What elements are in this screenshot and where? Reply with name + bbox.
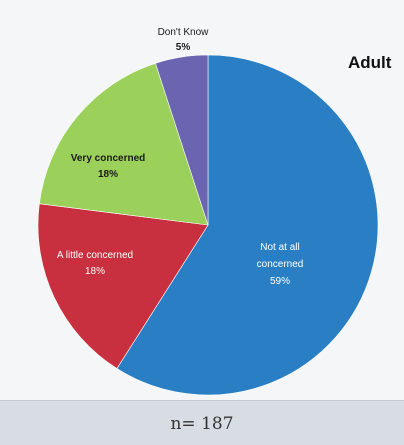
- slice-not-at-all-concerned: [116, 54, 379, 396]
- pie-chart: Not at all concerned 59% A little concer…: [37, 27, 392, 396]
- label-very-value: 18%: [98, 169, 118, 180]
- slice-dont-know: [155, 54, 209, 226]
- label-not-at-all-line1: Not at all: [260, 242, 299, 253]
- label-not-at-all-line2: concerned: [257, 259, 304, 270]
- sample-size-note: n= 187: [170, 414, 234, 434]
- label-a-little-value: 18%: [85, 266, 105, 277]
- slice-very-concerned: [39, 62, 209, 226]
- label-a-little-name: A little concerned: [57, 250, 133, 261]
- slice-a-little-concerned: [37, 203, 209, 369]
- label-dont-know-value: 5%: [176, 42, 191, 53]
- chart-panel: Not at all concerned 59% A little concer…: [0, 0, 404, 401]
- label-dont-know-name: Don't Know: [158, 27, 210, 38]
- label-very-name: Very concerned: [71, 153, 145, 164]
- label-not-at-all-value: 59%: [270, 276, 290, 287]
- chart-title: Adult: [348, 53, 392, 72]
